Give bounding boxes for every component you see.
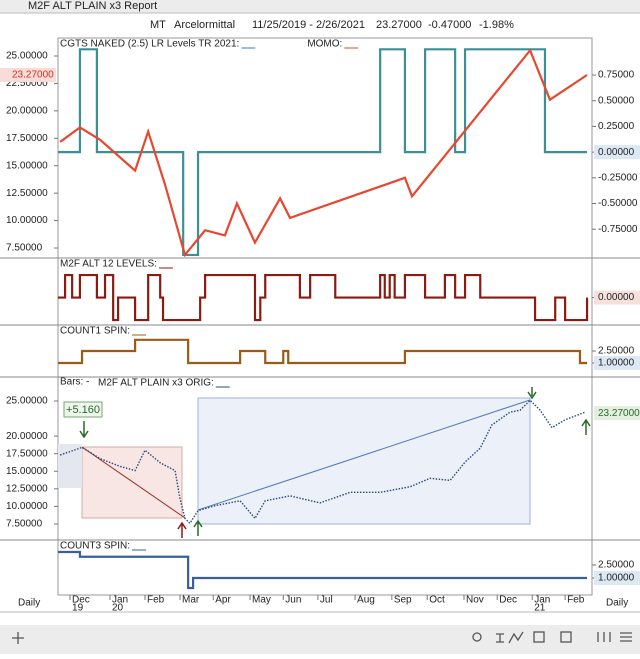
current-value-box bbox=[594, 570, 640, 585]
y2-tick-label: 2.50000 bbox=[598, 346, 635, 357]
y-tick-label: 17.50000 bbox=[6, 133, 48, 144]
plot-frame bbox=[57, 37, 593, 596]
annotation-box bbox=[63, 401, 103, 418]
x-tick-label: May bbox=[252, 595, 271, 606]
zoom-button[interactable] bbox=[472, 632, 482, 642]
y2-tick-label: 2.50000 bbox=[598, 560, 635, 571]
x-tick-label: Dec bbox=[499, 595, 517, 606]
x-tick-label: Aug bbox=[357, 595, 375, 606]
regression-box bbox=[58, 444, 82, 488]
y2-tick-label: 0.50000 bbox=[598, 95, 635, 106]
x-tick-label: Jul bbox=[320, 595, 333, 606]
annotation: +5.160 bbox=[66, 404, 100, 416]
add-button[interactable] bbox=[12, 632, 24, 644]
y-tick-label: 17.50000 bbox=[6, 448, 48, 459]
chart-button[interactable] bbox=[508, 631, 524, 644]
legend-label: COUNT1 SPIN: bbox=[60, 326, 130, 337]
regression-line bbox=[197, 399, 531, 511]
current-price-label: 23.27000 bbox=[598, 408, 640, 419]
series-line bbox=[58, 48, 588, 257]
period-label: Daily bbox=[606, 598, 628, 609]
arrow bbox=[177, 521, 187, 538]
series-line bbox=[58, 550, 588, 590]
y-tick-label: 10.00000 bbox=[6, 501, 48, 512]
y-tick-label: 20.00000 bbox=[6, 431, 48, 442]
x-tick-label: Jun bbox=[285, 595, 301, 606]
change-pct: -1.98% bbox=[479, 19, 514, 31]
grid-button[interactable] bbox=[533, 631, 545, 643]
x-tick-label: Feb bbox=[567, 595, 585, 606]
arrow bbox=[79, 421, 89, 439]
y2-tick-label: 0.75000 bbox=[598, 70, 635, 81]
list-button[interactable] bbox=[620, 632, 632, 642]
x-tick-label: Jan bbox=[534, 595, 550, 606]
y-tick-label: 12.50000 bbox=[6, 188, 48, 199]
y-tick-label: 25.00000 bbox=[6, 396, 48, 407]
toolbar bbox=[0, 625, 640, 654]
panel-button[interactable] bbox=[560, 631, 572, 643]
y-tick-label: 22.50000 bbox=[6, 78, 48, 89]
company: Arcelormittal bbox=[174, 19, 235, 31]
y2-tick-label: 0.25000 bbox=[598, 121, 635, 132]
legend-label: M2F ALT PLAIN x3 ORIG: bbox=[98, 378, 214, 389]
legend-label: CGTS NAKED (2.5) LR Levels TR 2021: bbox=[60, 39, 239, 50]
symbol: MT bbox=[150, 19, 166, 31]
change: -0.47000 bbox=[428, 19, 471, 31]
y-tick-label: 20.00000 bbox=[6, 105, 48, 116]
period-label: Daily bbox=[18, 598, 40, 609]
y2-tick-label: -0.25000 bbox=[598, 172, 638, 183]
x-tick-label: Oct bbox=[429, 595, 445, 606]
year-label: 20 bbox=[112, 603, 124, 614]
y2-tick-label: 1.00000 bbox=[598, 573, 635, 584]
y-tick-label: 15.00000 bbox=[6, 160, 48, 171]
y-tick-label: 7.50000 bbox=[6, 243, 43, 254]
book-button[interactable] bbox=[597, 632, 611, 642]
y-tick-label: 15.00000 bbox=[6, 466, 48, 477]
y-tick-label: 12.50000 bbox=[6, 483, 48, 494]
y-tick-label: 10.00000 bbox=[6, 215, 48, 226]
bars-label: Bars: bbox=[60, 377, 83, 388]
series-line bbox=[58, 273, 589, 322]
title-bar bbox=[0, 0, 640, 13]
y2-tick-label: -0.50000 bbox=[598, 198, 638, 209]
x-tick-label: Mar bbox=[182, 595, 200, 606]
x-tick-label: Nov bbox=[466, 595, 484, 606]
regression-box bbox=[197, 397, 531, 525]
current-price-box bbox=[0, 67, 56, 82]
x-tick-label: Apr bbox=[215, 595, 231, 606]
y-tick-label: 25.00000 bbox=[6, 51, 48, 62]
series-line bbox=[58, 338, 588, 365]
y2-tick-label: 1.00000 bbox=[598, 358, 635, 369]
last-price: 23.27000 bbox=[376, 19, 422, 31]
arrow bbox=[193, 519, 203, 536]
window-title: M2F ALT PLAIN x3 Report bbox=[28, 0, 157, 12]
x-tick-label: Feb bbox=[147, 595, 165, 606]
bars-value: - bbox=[86, 377, 89, 388]
y-tick-label: 7.50000 bbox=[6, 519, 43, 530]
arrow bbox=[581, 418, 591, 435]
current-value-box bbox=[594, 145, 640, 160]
current-price-box bbox=[594, 406, 640, 421]
regression-line bbox=[81, 446, 186, 519]
arrow bbox=[527, 387, 537, 400]
current-price-label: 23.27000 bbox=[12, 70, 54, 81]
legend-label: COUNT3 SPIN: bbox=[60, 541, 130, 552]
legend-label: M2F ALT 12 LEVELS: bbox=[60, 259, 157, 270]
current-value-box bbox=[594, 356, 640, 370]
y2-tick-label: 0.00000 bbox=[598, 147, 635, 158]
y2-tick-label: 0.00000 bbox=[598, 292, 635, 303]
x-tick-label: Jan bbox=[112, 595, 128, 606]
current-value-box bbox=[594, 290, 640, 305]
legend-label: MOMO: bbox=[307, 39, 342, 50]
date-range: 11/25/2019 - 2/26/2021 bbox=[252, 19, 365, 31]
y2-tick-label: -0.75000 bbox=[598, 224, 638, 235]
x-tick-label: Sep bbox=[394, 595, 412, 606]
tool-button[interactable] bbox=[496, 633, 504, 643]
x-tick-label: Dec bbox=[72, 595, 90, 606]
year-label: 19 bbox=[72, 603, 84, 614]
series-line bbox=[59, 48, 588, 258]
year-label: 21 bbox=[534, 603, 546, 614]
